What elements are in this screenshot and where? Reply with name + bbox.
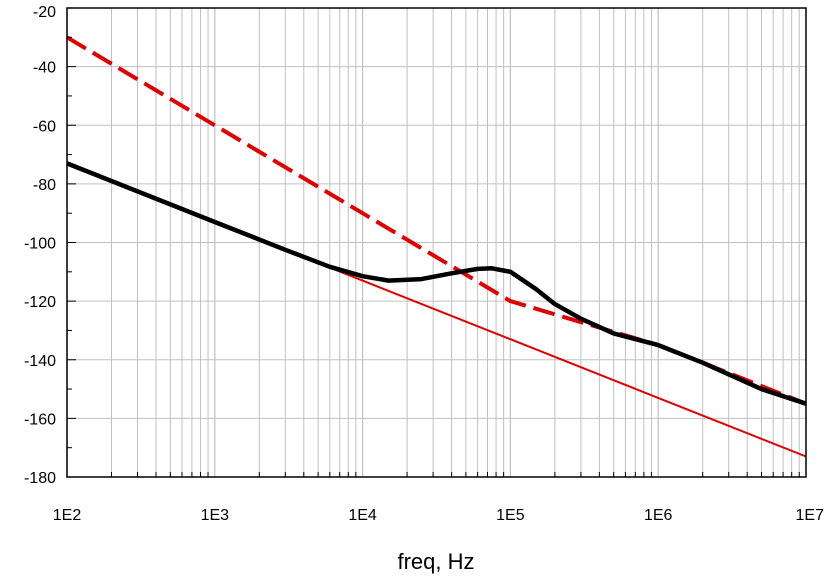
x-tick-label: 1E5	[496, 507, 525, 524]
y-tick-label: -20	[33, 4, 56, 21]
x-tick-label: 1E3	[201, 507, 230, 524]
x-axis-title: freq, Hz	[397, 549, 474, 574]
y-tick-label: -60	[33, 118, 56, 135]
x-tick-labels: 1E2 1E3 1E4 1E5 1E6 1E7	[53, 507, 824, 524]
series-layer	[65, 35, 807, 458]
y-tick-label: -100	[24, 236, 56, 253]
x-tick-label: 1E6	[644, 507, 673, 524]
y-tick-label: -180	[24, 470, 56, 487]
series-line-3	[66, 161, 807, 406]
y-tick-label: -140	[24, 353, 56, 370]
y-tick-labels: -20 -40 -60 -80 -100 -120 -140 -160 -180	[24, 4, 56, 487]
x-tick-label: 1E2	[53, 507, 82, 524]
y-tick-label: -160	[24, 411, 56, 428]
y-tick-label: -120	[24, 294, 56, 311]
y-tick-label: -80	[33, 177, 56, 194]
x-tick-label: 1E7	[796, 507, 825, 524]
x-tick-label: 1E4	[348, 507, 377, 524]
y-tick-label: -40	[33, 60, 56, 77]
ticks	[67, 7, 800, 478]
